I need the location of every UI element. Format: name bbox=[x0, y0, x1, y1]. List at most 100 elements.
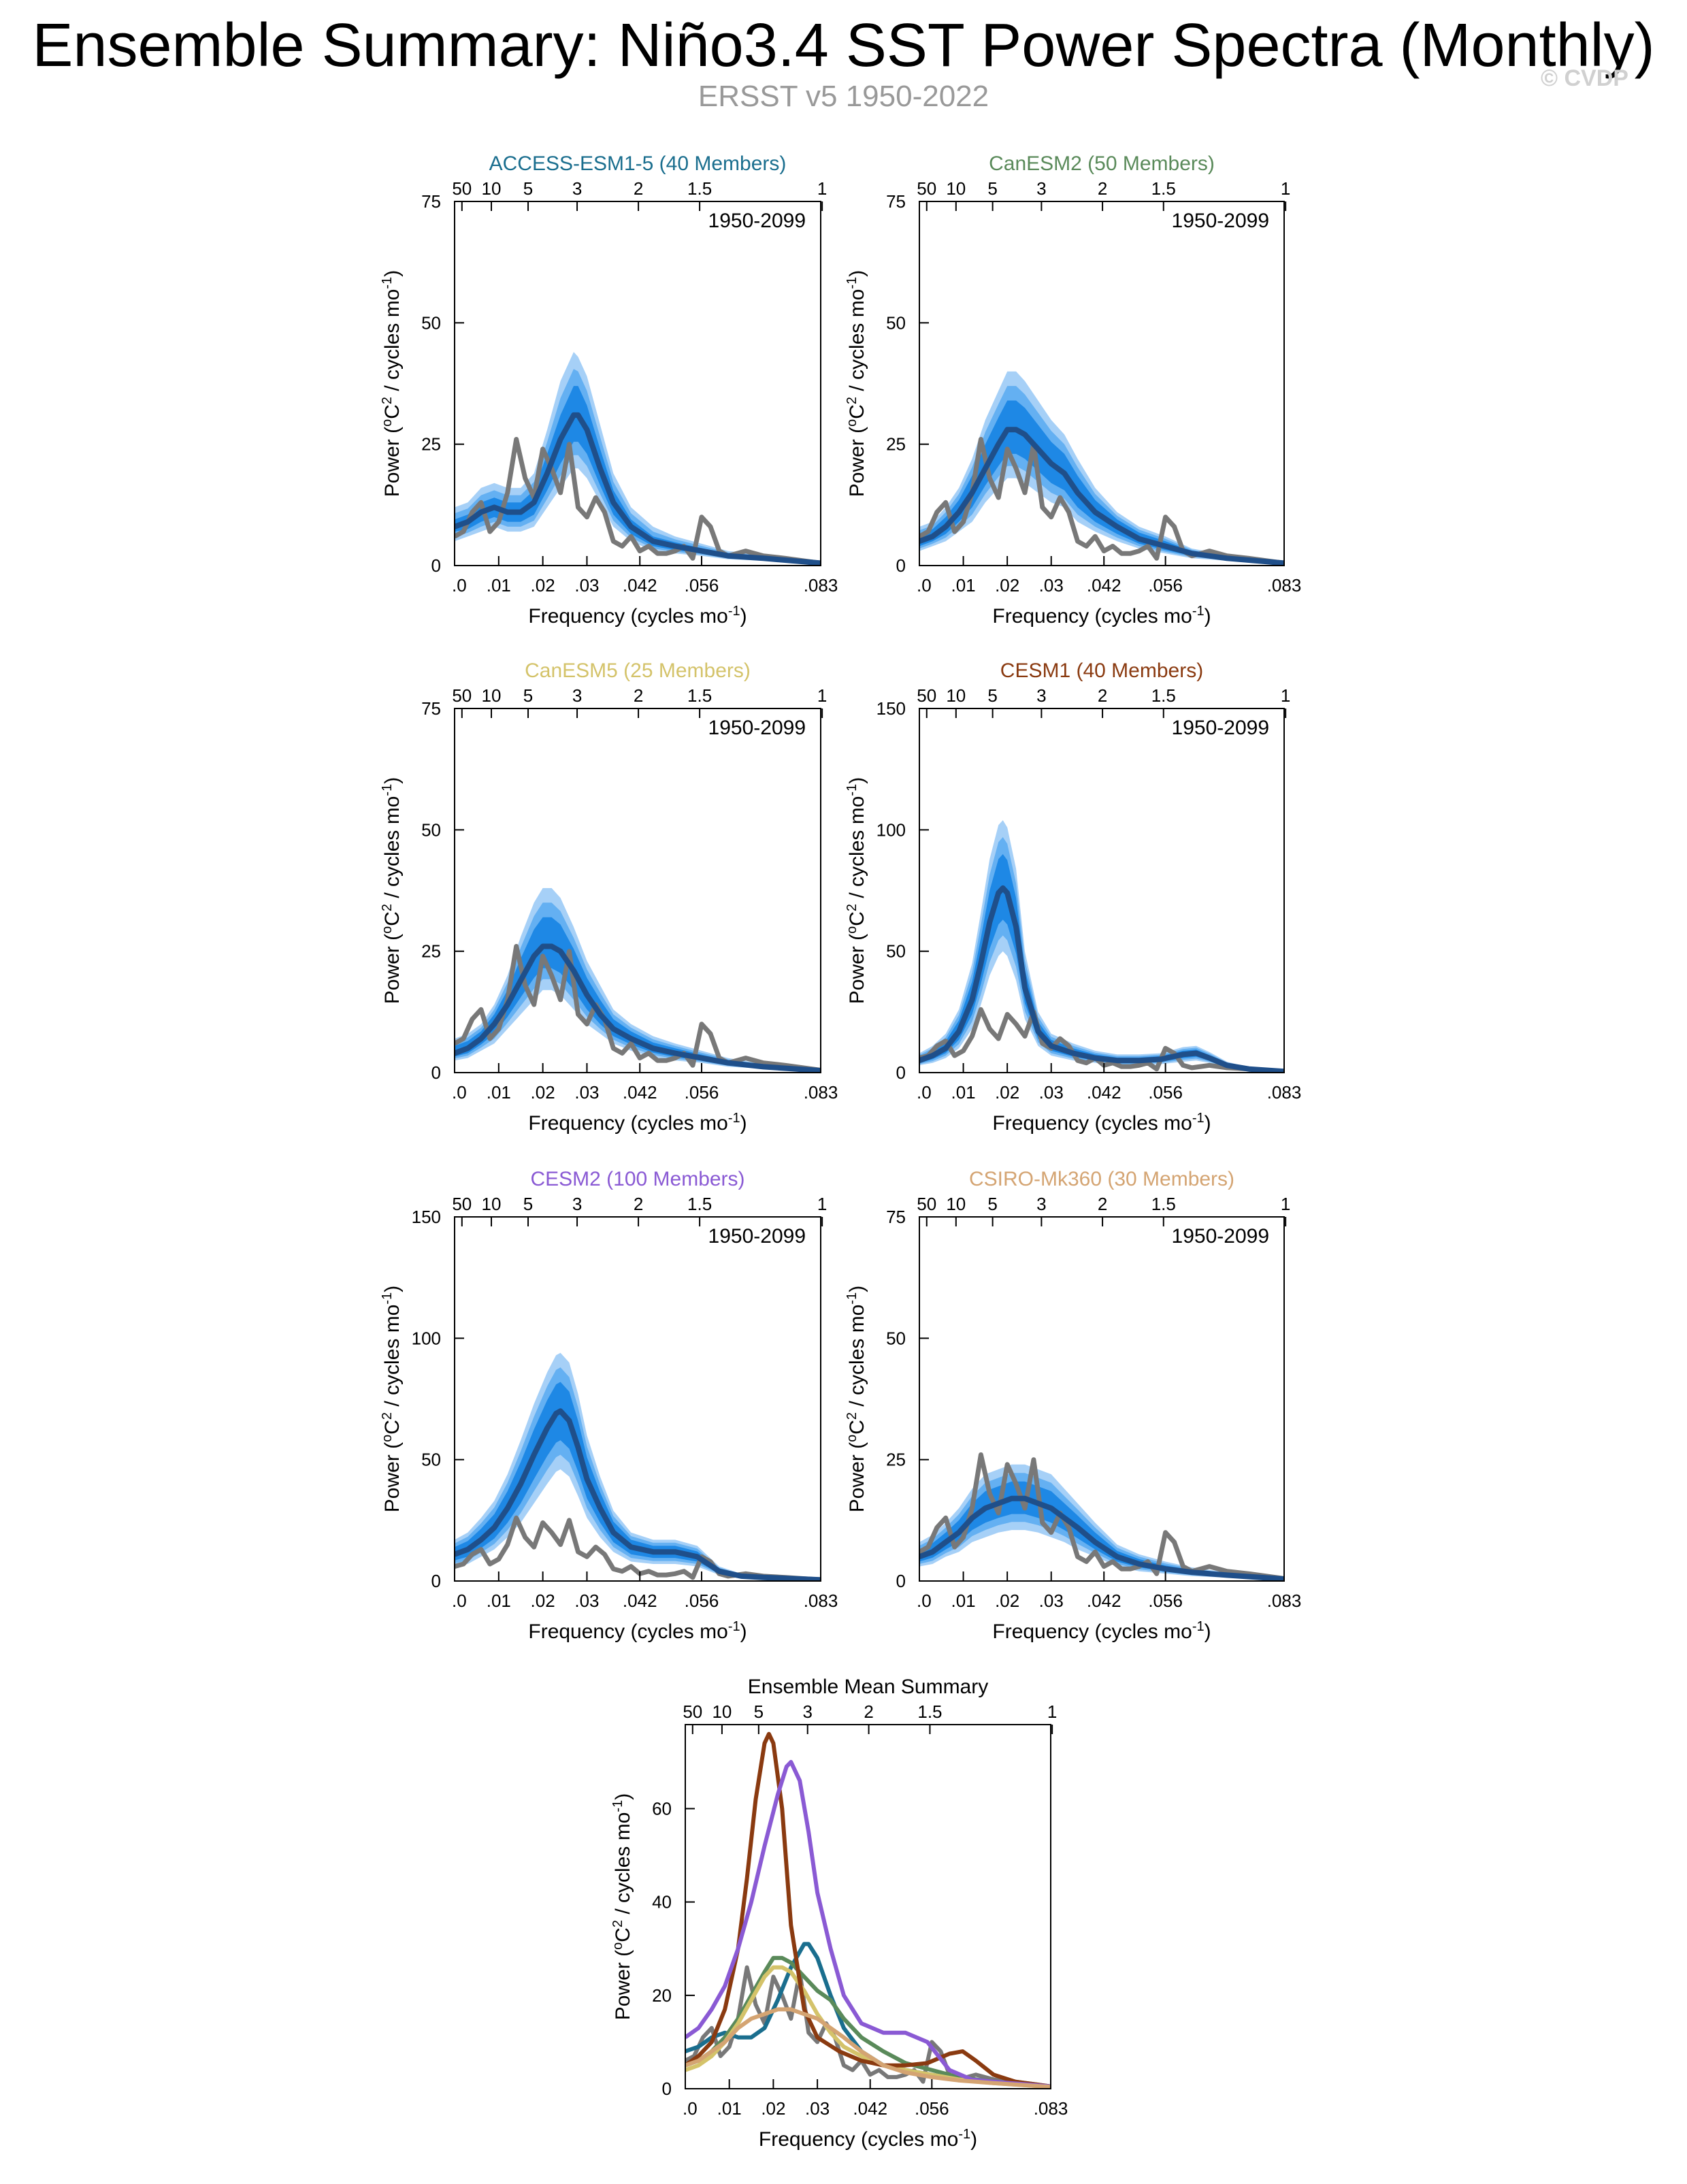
y-tick-label: 40 bbox=[652, 1892, 672, 1912]
y-tick-label: 25 bbox=[421, 434, 441, 455]
ensemble-mean-line bbox=[919, 1495, 1284, 1581]
y-tick-label: 50 bbox=[886, 941, 906, 962]
x-tick-label: .03 bbox=[574, 575, 599, 596]
x-tick-label: .02 bbox=[995, 1082, 1019, 1103]
y-tick-label: 0 bbox=[431, 555, 441, 576]
period-tick-label: 5 bbox=[987, 685, 997, 706]
plot-area bbox=[455, 352, 821, 566]
panel-title: CESM1 (40 Members) bbox=[1000, 659, 1203, 682]
x-tick-label: .0 bbox=[917, 1082, 932, 1103]
y-tick-label: 0 bbox=[896, 1571, 906, 1591]
period-tick-label: 1.5 bbox=[1151, 178, 1176, 199]
y-axis-label: Power (oC2 / cycles mo-1) bbox=[380, 270, 404, 497]
period-tick-label: 1 bbox=[817, 178, 827, 199]
x-tick-label: .056 bbox=[1148, 575, 1183, 596]
x-tick-label: .083 bbox=[1267, 1082, 1302, 1103]
period-tick-label: 50 bbox=[452, 685, 472, 706]
period-tick-label: 1 bbox=[1281, 1194, 1290, 1214]
period-tick-label: 3 bbox=[1036, 178, 1046, 199]
x-tick-label: .01 bbox=[487, 1591, 511, 1611]
observed-line bbox=[919, 1452, 1284, 1581]
period-tick-label: 5 bbox=[987, 1194, 997, 1214]
x-axis-label: Frequency (cycles mo-1) bbox=[992, 1619, 1211, 1643]
y-axis-label: Power (oC2 / cycles mo-1) bbox=[380, 777, 404, 1004]
period-tick-label: 1.5 bbox=[917, 1701, 942, 1722]
period-tick-label: 2 bbox=[634, 685, 643, 706]
period-label: 1950-2099 bbox=[708, 1225, 806, 1248]
y-tick-label: 60 bbox=[652, 1798, 672, 1819]
period-tick-label: 50 bbox=[917, 178, 936, 199]
period-tick-label: 2 bbox=[1098, 1194, 1107, 1214]
plot-frame bbox=[454, 1216, 821, 1582]
period-tick-label: 3 bbox=[802, 1701, 812, 1722]
period-tick-label: 1.5 bbox=[1151, 1194, 1176, 1214]
x-tick-label: .042 bbox=[623, 1082, 657, 1103]
x-tick-label: .083 bbox=[1267, 575, 1302, 596]
x-tick-label: .056 bbox=[1148, 1082, 1183, 1103]
period-label: 1950-2099 bbox=[1172, 717, 1269, 739]
period-tick-label: 1.5 bbox=[687, 1194, 712, 1214]
panel-title: ACCESS-ESM1-5 (40 Members) bbox=[489, 152, 787, 175]
plot-frame bbox=[919, 1216, 1285, 1582]
period-tick-label: 1 bbox=[1281, 685, 1290, 706]
period-tick-label: 1.5 bbox=[1151, 685, 1176, 706]
series-line-5 bbox=[685, 1759, 1051, 2089]
band-inner bbox=[455, 917, 821, 1071]
x-tick-label: .056 bbox=[685, 1082, 719, 1103]
panel-title: Ensemble Mean Summary bbox=[748, 1676, 988, 1698]
x-tick-label: .0 bbox=[683, 2098, 698, 2119]
period-tick-label: 3 bbox=[572, 1194, 582, 1214]
period-tick-label: 50 bbox=[452, 1194, 472, 1214]
observed-line bbox=[919, 1007, 1284, 1073]
x-tick-label: .056 bbox=[685, 1591, 719, 1611]
x-axis-label: Frequency (cycles mo-1) bbox=[528, 1111, 747, 1135]
ensemble-mean-line bbox=[919, 427, 1284, 566]
x-axis-label: Frequency (cycles mo-1) bbox=[992, 604, 1211, 628]
x-tick-label: .02 bbox=[531, 1082, 555, 1103]
period-tick-label: 1 bbox=[817, 1194, 827, 1214]
period-tick-label: 1 bbox=[1047, 1701, 1057, 1722]
x-tick-label: .0 bbox=[917, 1591, 932, 1611]
y-axis-label: Power (oC2 / cycles mo-1) bbox=[845, 777, 868, 1004]
y-tick-label: 50 bbox=[421, 312, 441, 333]
x-tick-label: .03 bbox=[1039, 1591, 1064, 1611]
x-tick-label: .083 bbox=[1034, 2098, 1068, 2119]
plot-area bbox=[455, 887, 821, 1073]
x-tick-label: .0 bbox=[452, 1082, 467, 1103]
plot-frame bbox=[454, 201, 821, 566]
x-tick-label: .02 bbox=[995, 575, 1019, 596]
y-tick-label: 50 bbox=[421, 819, 441, 840]
period-tick-label: 10 bbox=[712, 1701, 732, 1722]
y-tick-label: 20 bbox=[652, 1985, 672, 2006]
period-tick-label: 2 bbox=[1098, 178, 1107, 199]
period-tick-label: 10 bbox=[482, 178, 502, 199]
observed-line bbox=[455, 437, 821, 566]
period-tick-label: 50 bbox=[917, 1194, 936, 1214]
x-tick-label: .083 bbox=[804, 575, 838, 596]
x-tick-label: .0 bbox=[452, 1591, 467, 1611]
period-tick-label: 3 bbox=[1036, 1194, 1046, 1214]
period-tick-label: 5 bbox=[987, 178, 997, 199]
series-line-2 bbox=[685, 1955, 1051, 2089]
period-label: 1950-2099 bbox=[708, 210, 806, 232]
panel-title: CanESM2 (50 Members) bbox=[989, 152, 1215, 175]
period-tick-label: 5 bbox=[523, 178, 533, 199]
y-axis-label: Power (oC2 / cycles mo-1) bbox=[845, 270, 868, 497]
x-axis-label: Frequency (cycles mo-1) bbox=[528, 604, 747, 628]
period-tick-label: 1 bbox=[817, 685, 827, 706]
y-tick-label: 75 bbox=[421, 191, 441, 212]
plot-frame bbox=[919, 201, 1285, 566]
x-axis-label: Frequency (cycles mo-1) bbox=[759, 2127, 977, 2151]
ensemble-mean-line bbox=[455, 1408, 821, 1581]
x-tick-label: .042 bbox=[623, 575, 657, 596]
period-tick-label: 5 bbox=[523, 685, 533, 706]
y-axis-label: Power (oC2 / cycles mo-1) bbox=[380, 1286, 404, 1512]
plot-frame bbox=[685, 1724, 1051, 2089]
x-tick-label: .03 bbox=[1039, 575, 1064, 596]
panel-title: CESM2 (100 Members) bbox=[530, 1168, 744, 1190]
y-tick-label: 75 bbox=[886, 191, 906, 212]
